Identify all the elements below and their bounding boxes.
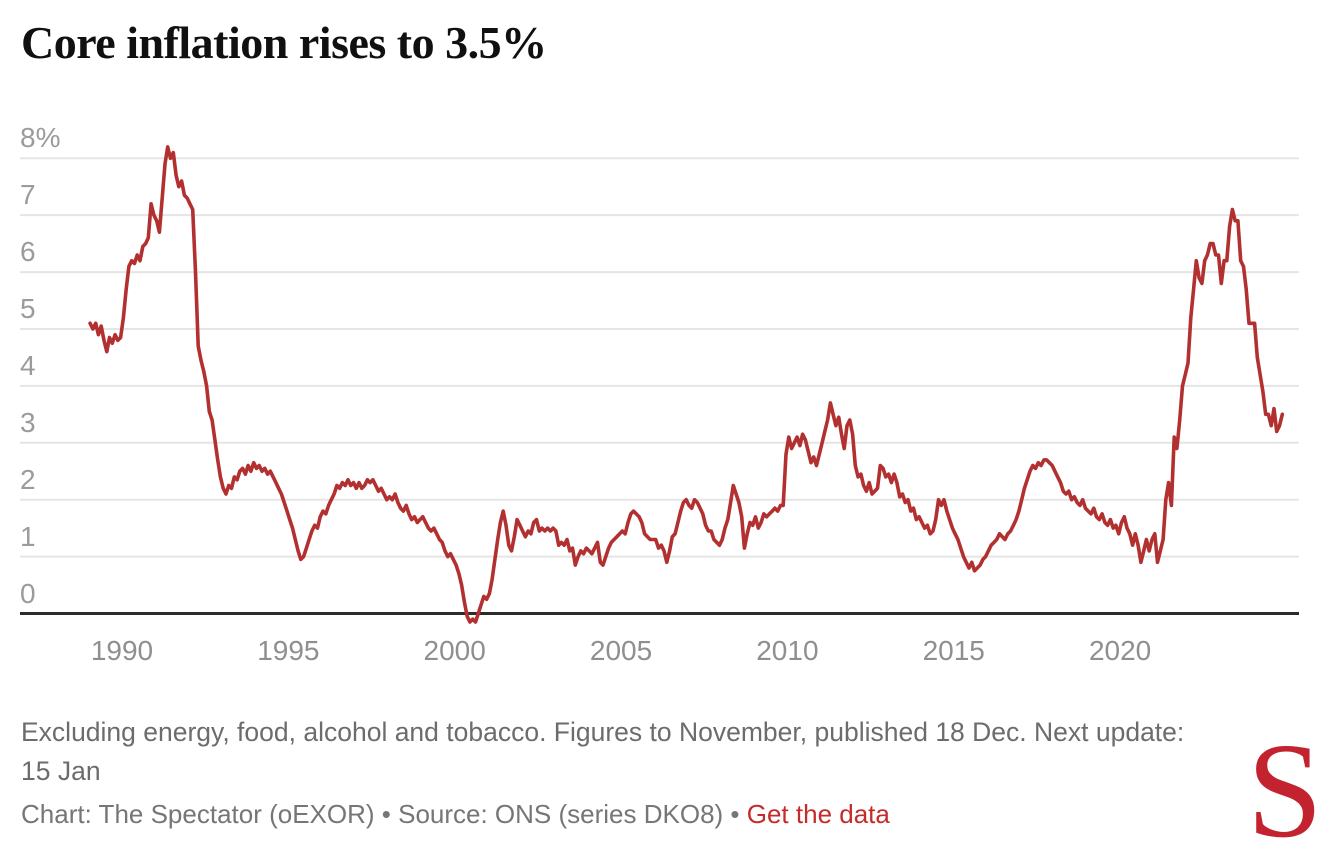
x-tick-label-2000: 2000 (423, 635, 486, 666)
core-inflation-line-series (88, 145, 1285, 624)
spectator-logo: S (1247, 716, 1323, 866)
x-tick-label-1990: 1990 (90, 635, 154, 666)
chart-note: Excluding energy, food, alcohol and toba… (21, 717, 1185, 786)
x-tick-label-1995: 1995 (257, 635, 320, 666)
y-tick-label-1: 1 (20, 520, 36, 552)
y-tick-label-6: 6 (20, 236, 36, 268)
x-tick-label-2020: 2020 (1088, 635, 1152, 666)
y-tick-label-3: 3 (20, 406, 36, 438)
get-the-data-link[interactable]: Get the data (746, 799, 890, 829)
y-tick-label-2: 2 (20, 463, 36, 495)
x-tick-label-2010: 2010 (756, 635, 819, 666)
chart-title: Core inflation rises to 3.5% (21, 17, 547, 68)
y-tick-label-4: 4 (20, 349, 36, 381)
x-tick-label-2005: 2005 (589, 635, 653, 666)
chart-credit-text: Chart: The Spectator (oEXOR) • Source: O… (21, 799, 747, 829)
x-tick-label-2015: 2015 (922, 635, 985, 666)
y-tick-label-7: 7 (20, 179, 36, 211)
y-tick-label-8: 8% (20, 122, 61, 154)
y-tick-label-0: 0 (20, 577, 36, 609)
chart-credit: Chart: The Spectator (oEXOR) • Source: O… (21, 799, 890, 830)
y-tick-label-5: 5 (20, 292, 36, 324)
